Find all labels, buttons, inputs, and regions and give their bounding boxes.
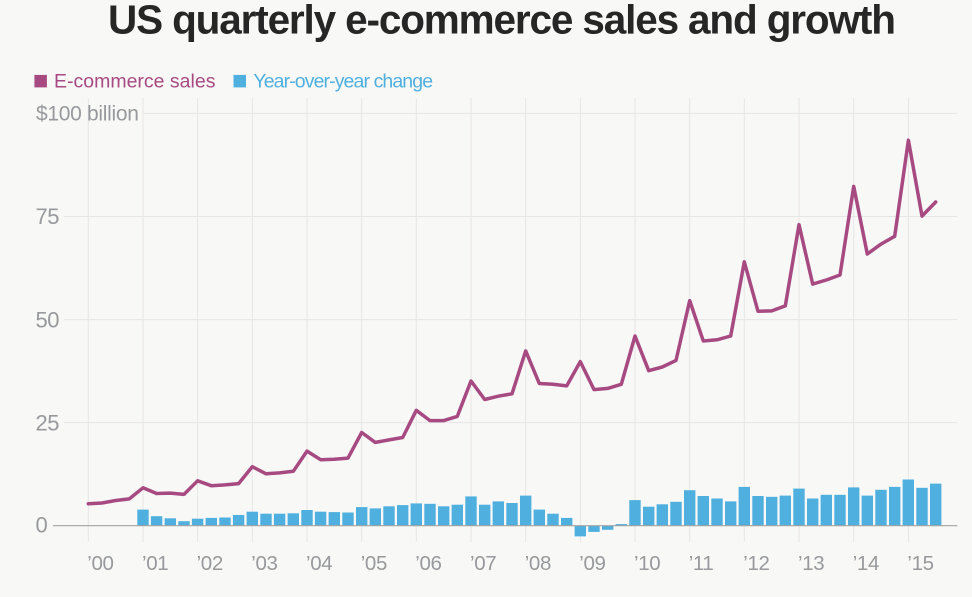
svg-text:US quarterly e-commerce sales: US quarterly e-commerce sales and growth xyxy=(108,0,895,43)
svg-text:’05: ’05 xyxy=(361,552,387,575)
svg-text:’00: ’00 xyxy=(87,552,113,575)
svg-text:50: 50 xyxy=(36,308,60,333)
svg-text:’07: ’07 xyxy=(470,552,496,575)
svg-text:’13: ’13 xyxy=(798,552,824,575)
svg-text:’03: ’03 xyxy=(251,552,277,575)
svg-text:’01: ’01 xyxy=(142,552,168,575)
svg-text:0: 0 xyxy=(36,512,48,537)
svg-text:Year-over-year change: Year-over-year change xyxy=(253,71,432,93)
svg-text:25: 25 xyxy=(36,411,60,436)
svg-text:E-commerce sales: E-commerce sales xyxy=(54,71,216,93)
svg-text:’11: ’11 xyxy=(689,552,714,575)
svg-text:’04: ’04 xyxy=(306,552,332,575)
svg-text:’08: ’08 xyxy=(525,552,551,575)
svg-text:$100 billion: $100 billion xyxy=(36,103,139,126)
svg-text:’09: ’09 xyxy=(579,552,605,575)
svg-text:’06: ’06 xyxy=(415,552,441,575)
svg-text:’14: ’14 xyxy=(853,552,879,575)
svg-text:’12: ’12 xyxy=(743,552,769,575)
svg-text:75: 75 xyxy=(36,204,60,229)
svg-text:’02: ’02 xyxy=(197,552,223,575)
svg-text:’10: ’10 xyxy=(634,552,660,575)
svg-text:’15: ’15 xyxy=(907,552,933,575)
